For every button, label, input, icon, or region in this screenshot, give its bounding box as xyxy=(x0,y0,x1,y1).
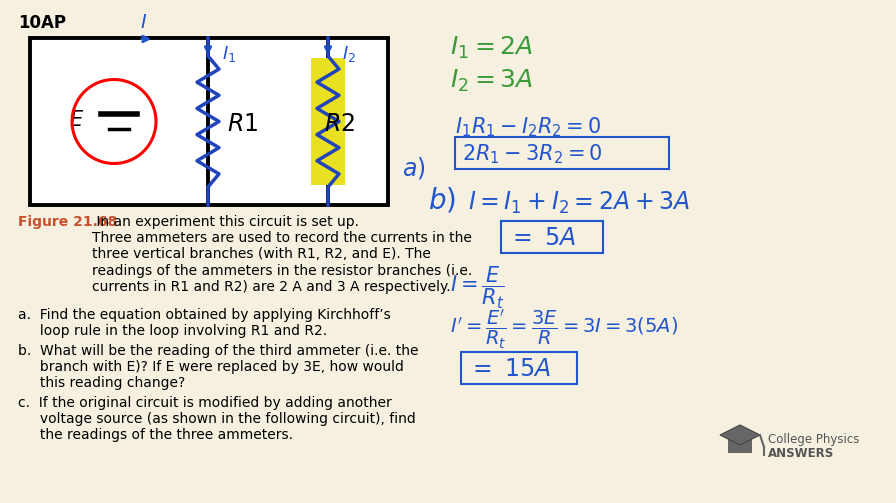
Text: $I_1$: $I_1$ xyxy=(222,44,237,64)
Text: 10AP: 10AP xyxy=(18,14,66,32)
Text: $R2$: $R2$ xyxy=(324,112,356,135)
Text: c.  If the original circuit is modified by adding another
     voltage source (a: c. If the original circuit is modified b… xyxy=(18,396,416,443)
Text: Figure 21.68: Figure 21.68 xyxy=(18,215,117,229)
Text: $= \ 15A$: $= \ 15A$ xyxy=(468,357,551,381)
Polygon shape xyxy=(30,38,388,205)
Text: $I = I_1 + I_2 = 2A + 3A$: $I = I_1 + I_2 = 2A + 3A$ xyxy=(468,190,690,216)
Text: $I_2$: $I_2$ xyxy=(342,44,356,64)
Text: $a)$: $a)$ xyxy=(402,155,426,181)
Polygon shape xyxy=(720,425,760,445)
Text: $b)$: $b)$ xyxy=(428,186,456,215)
Text: $I = \dfrac{E}{R_t}$: $I = \dfrac{E}{R_t}$ xyxy=(450,265,504,311)
Text: College Physics: College Physics xyxy=(768,433,859,446)
Text: In an experiment this circuit is set up.
Three ammeters are used to record the c: In an experiment this circuit is set up.… xyxy=(92,215,472,294)
Text: $= \ 5A$: $= \ 5A$ xyxy=(508,226,576,250)
Text: $E$: $E$ xyxy=(69,110,84,129)
Text: ANSWERS: ANSWERS xyxy=(768,447,834,460)
Text: b.  What will be the reading of the third ammeter (i.e. the
     branch with E)?: b. What will be the reading of the third… xyxy=(18,344,418,390)
Text: $R1$: $R1$ xyxy=(228,112,259,135)
Text: $I_1 R_1 - I_2 R_2 = 0$: $I_1 R_1 - I_2 R_2 = 0$ xyxy=(455,115,601,139)
Text: $I' = \dfrac{E'}{R_t} = \dfrac{3E}{R} = 3I = 3(5A)$: $I' = \dfrac{E'}{R_t} = \dfrac{3E}{R} = … xyxy=(450,308,678,352)
Text: a.  Find the equation obtained by applying Kirchhoff’s
     loop rule in the loo: a. Find the equation obtained by applyin… xyxy=(18,308,391,338)
Polygon shape xyxy=(728,439,752,453)
Text: $I$: $I$ xyxy=(141,13,148,32)
Text: $I_2 = 3A$: $I_2 = 3A$ xyxy=(450,68,533,94)
Text: $2R_1 - 3R_2 = 0$: $2R_1 - 3R_2 = 0$ xyxy=(462,142,602,165)
Polygon shape xyxy=(311,58,345,185)
Text: $I_1 = 2A$: $I_1 = 2A$ xyxy=(450,35,533,61)
